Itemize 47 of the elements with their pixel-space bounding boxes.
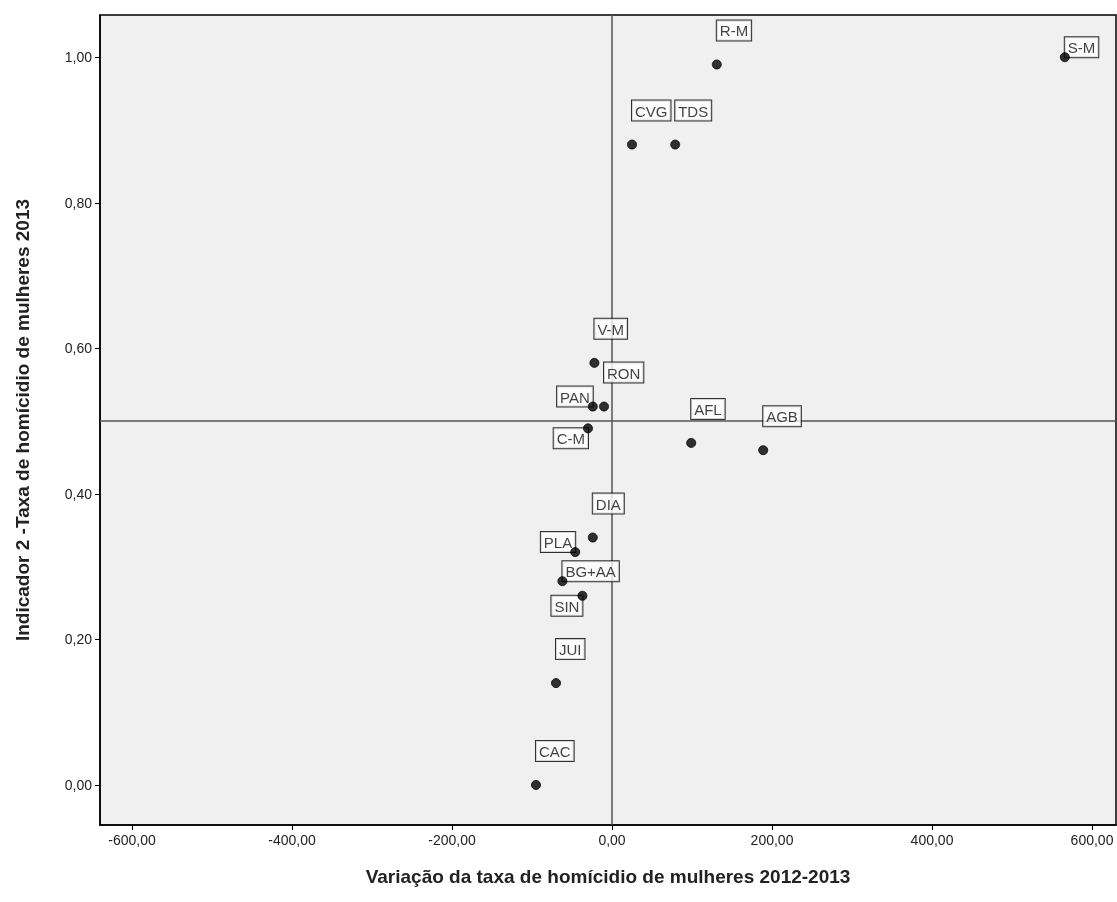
- annotation: BG+AA: [565, 563, 616, 581]
- point: [758, 445, 769, 456]
- annotation: SIN: [554, 597, 580, 615]
- x-tick-label: 0,00: [598, 832, 626, 848]
- y-axis-title: Indicador 2 -Taxa de homícidio de mulheres 2013: [12, 198, 33, 642]
- point: [589, 357, 600, 368]
- y-tick-label: 0,60: [64, 340, 93, 357]
- y-tick-label: 1,00: [64, 49, 93, 66]
- x-axis-title: Variação da taxa de homícidio de mulheres 2012-2013: [365, 866, 851, 887]
- point: [551, 678, 561, 689]
- annotation: S-M: [1067, 39, 1096, 57]
- point: [577, 590, 588, 601]
- annotation: JUI: [559, 641, 582, 659]
- point: [711, 59, 722, 70]
- point: [583, 423, 593, 434]
- x-tick-label: -400,00: [268, 832, 316, 848]
- annotation: V-M: [597, 320, 625, 338]
- x-tick-label: -200,00: [428, 832, 476, 848]
- annotation: AFL: [694, 400, 722, 418]
- point: [1059, 52, 1070, 63]
- annotation: AGB: [766, 408, 798, 426]
- annotation: PLA: [543, 534, 573, 552]
- y-tick-label: 0,20: [64, 631, 93, 648]
- annotation: TDS: [678, 102, 709, 120]
- annotation: DIA: [595, 495, 621, 513]
- point: [557, 576, 568, 587]
- annotation: RON: [607, 364, 641, 382]
- x-tick-label: 400,00: [910, 832, 954, 848]
- annotation: PAN: [560, 388, 590, 406]
- annotation: CAC: [539, 742, 571, 760]
- point: [587, 532, 598, 543]
- point: [570, 547, 581, 558]
- annotation: CVG: [635, 102, 668, 120]
- y-tick-label: 0,80: [64, 194, 93, 211]
- x-tick-label: -600,00: [108, 832, 156, 848]
- point: [531, 779, 541, 790]
- x-tick-label: 200,00: [750, 832, 794, 848]
- x-tick-label: 600,00: [1070, 832, 1114, 848]
- y-tick-label: 0,00: [64, 776, 93, 793]
- annotation: R-M: [719, 22, 749, 40]
- point: [670, 139, 681, 150]
- y-tick-label: 0,40: [64, 485, 93, 502]
- point: [599, 401, 609, 412]
- point: [587, 401, 598, 412]
- point: [686, 437, 697, 448]
- point: [627, 139, 637, 150]
- annotation: C-M: [556, 430, 585, 448]
